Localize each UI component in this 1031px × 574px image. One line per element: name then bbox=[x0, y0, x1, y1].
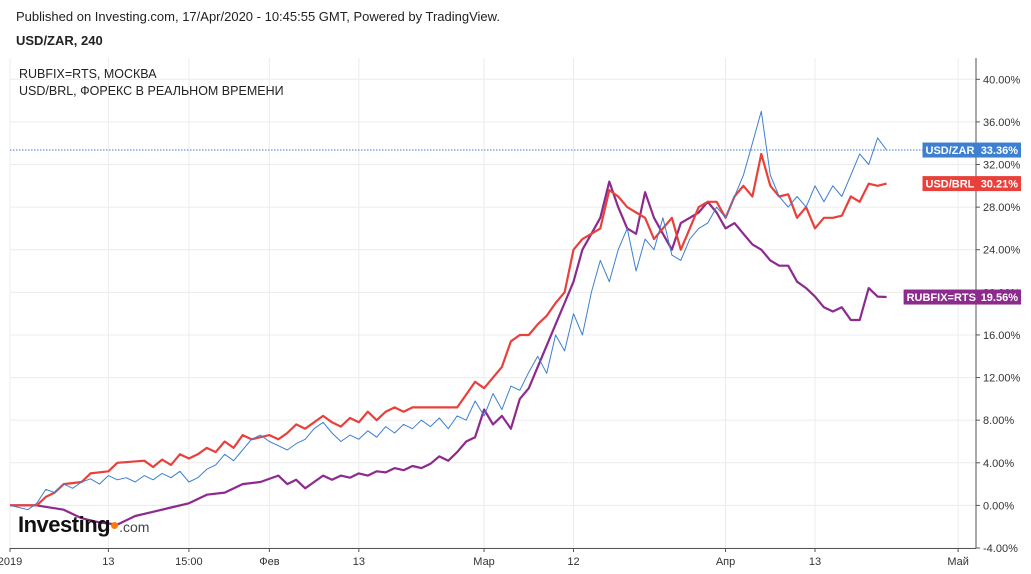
last-value-badge bbox=[922, 142, 1021, 158]
last-value-text: 33.36% bbox=[981, 145, 1019, 157]
logo-dot-icon bbox=[111, 521, 119, 529]
x-tick-label: 13 bbox=[102, 556, 114, 568]
legend-entry-rubfix: RUBFIX=RTS, МОСКВА bbox=[19, 67, 157, 81]
last-value-series-name: USD/ZAR bbox=[926, 145, 975, 157]
y-tick-label: 4.00% bbox=[983, 458, 1014, 470]
x-tick-label: 15:00 bbox=[175, 556, 203, 568]
x-tick-label: Фев bbox=[259, 556, 279, 568]
published-note: Published on Investing.com, 17/Apr/2020 … bbox=[16, 9, 500, 24]
legend-entry-usdbrl: USD/BRL, ФОРЕКС В РЕАЛЬНОМ ВРЕМЕНИ bbox=[19, 84, 284, 98]
x-tick-label: 2019 bbox=[0, 556, 22, 568]
last-value-series-name: RUBFIX=RTS bbox=[907, 292, 976, 304]
x-tick-label: Май bbox=[947, 556, 969, 568]
y-tick-label: 16.00% bbox=[983, 330, 1021, 342]
chart-series bbox=[9, 110, 976, 526]
y-tick-label: -4.00% bbox=[983, 543, 1018, 555]
y-tick-label: 40.00% bbox=[983, 74, 1021, 86]
y-tick-label: 28.00% bbox=[983, 202, 1021, 214]
y-tick-label: 32.00% bbox=[983, 160, 1021, 172]
last-value-text: 30.21% bbox=[981, 179, 1019, 191]
last-value-badge bbox=[922, 176, 1021, 192]
logo-suffix: .com bbox=[119, 519, 150, 535]
y-tick-label: 0.00% bbox=[983, 500, 1014, 512]
last-value-series-name: USD/BRL bbox=[926, 179, 975, 191]
x-tick-label: 13 bbox=[809, 556, 821, 568]
chart-subtitle: USD/ZAR, 240 bbox=[16, 33, 103, 48]
y-tick-label: 36.00% bbox=[983, 117, 1021, 129]
last-value-text: 19.56% bbox=[981, 292, 1019, 304]
x-tick-label: 12 bbox=[567, 556, 579, 568]
series-line-rubfixrts bbox=[10, 180, 887, 526]
y-tick-label: 8.00% bbox=[983, 415, 1014, 427]
chart-grid bbox=[9, 58, 976, 549]
x-axis: 2019 13 15:00 Фев 13 Мар 12 Апр 13 Май bbox=[0, 548, 969, 568]
y-tick-label: 12.00% bbox=[983, 373, 1021, 385]
last-value-badge bbox=[903, 289, 1021, 305]
last-value-labels: USD/ZAR 33.36% USD/BRL 30.21% RUBFIX=RTS 19.5… bbox=[903, 142, 1021, 305]
x-tick-label: Мар bbox=[473, 556, 495, 568]
x-tick-label: Апр bbox=[716, 556, 735, 568]
y-tick-label: 24.00% bbox=[983, 245, 1021, 257]
logo-brand: Investing bbox=[18, 512, 111, 537]
series-line-usdzar bbox=[9, 110, 888, 511]
series-line-usdbrl bbox=[10, 152, 887, 507]
investing-logo: Investing .com bbox=[18, 512, 149, 538]
x-tick-label: 13 bbox=[353, 556, 365, 568]
chart-frame bbox=[10, 58, 977, 549]
